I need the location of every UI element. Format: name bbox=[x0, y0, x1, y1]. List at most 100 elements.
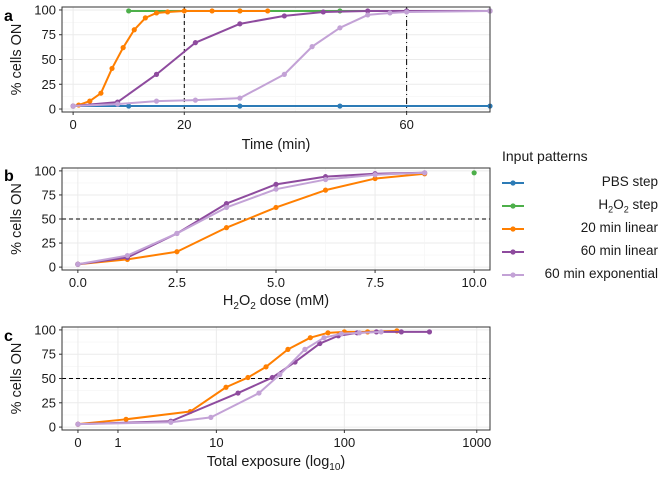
series-60-min-exponential bbox=[70, 8, 493, 109]
y-tick-label: 0 bbox=[49, 260, 56, 275]
x-tick-label: 10 bbox=[209, 435, 223, 450]
series-line-60-min-exponential bbox=[77, 330, 382, 426]
series-line-20-min-linear bbox=[77, 172, 425, 266]
data-point bbox=[302, 346, 308, 352]
data-point bbox=[168, 419, 174, 425]
legend-key-20-min-linear bbox=[502, 226, 524, 232]
series-line-60-min-linear bbox=[73, 9, 490, 108]
legend-item-60-min-exponential: 60 min exponential bbox=[500, 264, 670, 286]
data-point bbox=[265, 8, 271, 14]
data-point bbox=[307, 335, 313, 341]
legend-label-h2o2-step: H2O2 step bbox=[598, 197, 658, 215]
y-tick-label: 100 bbox=[34, 322, 56, 337]
data-point bbox=[426, 329, 433, 335]
panel-tag-c: c bbox=[4, 328, 13, 345]
data-point bbox=[124, 252, 130, 259]
data-point bbox=[337, 25, 343, 31]
data-point bbox=[75, 421, 81, 427]
series-line-20-min-linear bbox=[77, 329, 397, 426]
data-point bbox=[309, 44, 315, 50]
x-tick-label: 5.0 bbox=[267, 275, 285, 290]
gridlines-c bbox=[62, 327, 490, 430]
data-point bbox=[153, 71, 160, 77]
data-point bbox=[338, 331, 345, 337]
x-axis-title-a: Time (min) bbox=[242, 137, 311, 153]
x-axis-title-c: Total exposure (log10) bbox=[207, 454, 345, 473]
x-tick-label: 0.0 bbox=[69, 275, 87, 290]
panel-tag-a: a bbox=[4, 8, 13, 25]
legend-label-20-min-linear: 20 min linear bbox=[580, 220, 658, 235]
y-tick-label: 50 bbox=[42, 371, 56, 386]
x-axis-title-b: H2​O2​ dose (mM) bbox=[223, 293, 329, 312]
data-point bbox=[256, 390, 262, 396]
data-point bbox=[273, 186, 279, 192]
y-tick-label: 25 bbox=[42, 77, 56, 92]
data-point bbox=[208, 414, 214, 420]
legend-item-h2o2-step: H2O2 step bbox=[500, 195, 670, 217]
legend-item-60-min-linear: 60 min linear bbox=[500, 241, 670, 263]
legend-label-60-min-linear: 60 min linear bbox=[580, 243, 658, 258]
data-point bbox=[398, 329, 404, 335]
data-point bbox=[223, 384, 229, 390]
data-point bbox=[273, 204, 279, 211]
data-point bbox=[378, 329, 384, 335]
y-axis-title-b: % cells ON bbox=[9, 183, 25, 255]
data-point bbox=[174, 230, 180, 237]
data-point bbox=[192, 97, 199, 103]
legend: Input patterns PBS step H2O2 step 20 min… bbox=[500, 148, 670, 287]
data-point bbox=[131, 27, 137, 33]
y-tick-label: 0 bbox=[49, 102, 56, 117]
data-point bbox=[471, 170, 477, 176]
legend-label-60-min-exponential: 60 min exponential bbox=[544, 266, 658, 281]
data-point bbox=[325, 330, 331, 336]
data-point bbox=[277, 372, 283, 378]
data-point bbox=[321, 335, 327, 341]
data-point bbox=[223, 225, 230, 231]
legend-key-60-min-linear bbox=[502, 249, 524, 255]
y-axis-title-c: % cells ON bbox=[9, 343, 25, 415]
data-point bbox=[320, 9, 326, 15]
data-point bbox=[192, 40, 199, 46]
y-tick-label: 0 bbox=[49, 420, 56, 435]
legend-title: Input patterns bbox=[502, 148, 588, 164]
y-tick-label: 75 bbox=[42, 187, 56, 202]
series-line-60-min-exponential bbox=[77, 171, 425, 266]
y-tick-label: 100 bbox=[34, 163, 56, 178]
panel-tag-b: b bbox=[4, 168, 14, 185]
y-tick-label: 25 bbox=[42, 395, 56, 410]
data-point bbox=[322, 176, 329, 183]
data-point bbox=[209, 8, 215, 14]
x-tick-label: 7.5 bbox=[366, 275, 384, 290]
panel-a: 0 25 50 75 100 0 20 60 % cells ON Time (min) a bbox=[4, 2, 493, 153]
data-point bbox=[263, 364, 269, 370]
x-tick-label: 10.0 bbox=[461, 275, 486, 290]
x-tick-label: 2.5 bbox=[168, 275, 186, 290]
data-point bbox=[174, 249, 180, 255]
data-point bbox=[422, 170, 428, 176]
data-point bbox=[153, 98, 160, 104]
y-tick-label: 75 bbox=[42, 347, 56, 362]
data-point bbox=[75, 261, 81, 267]
series-line-60-min-linear bbox=[77, 171, 425, 266]
data-point bbox=[365, 8, 371, 14]
y-tick-label: 50 bbox=[42, 212, 56, 227]
data-point bbox=[109, 65, 115, 72]
data-point bbox=[87, 98, 93, 104]
x-tick-label: 100 bbox=[334, 435, 356, 450]
series-h2o2-step bbox=[471, 170, 477, 176]
data-point bbox=[70, 103, 76, 109]
x-tick-label: 0 bbox=[69, 117, 76, 132]
series-line-60-min-exponential bbox=[73, 9, 491, 108]
y-tick-label: 25 bbox=[42, 236, 56, 251]
data-point bbox=[114, 101, 121, 107]
x-tick-label: 1 bbox=[114, 435, 121, 450]
data-point bbox=[372, 172, 378, 178]
y-tick-label: 100 bbox=[34, 2, 56, 17]
data-point bbox=[245, 374, 251, 381]
data-point bbox=[165, 9, 171, 15]
y-axis-title-a: % cells ON bbox=[9, 24, 25, 96]
data-point bbox=[237, 21, 243, 27]
legend-item-20-min-linear: 20 min linear bbox=[500, 218, 670, 240]
y-tick-label: 50 bbox=[42, 52, 56, 67]
x-tick-label: 20 bbox=[177, 117, 191, 132]
